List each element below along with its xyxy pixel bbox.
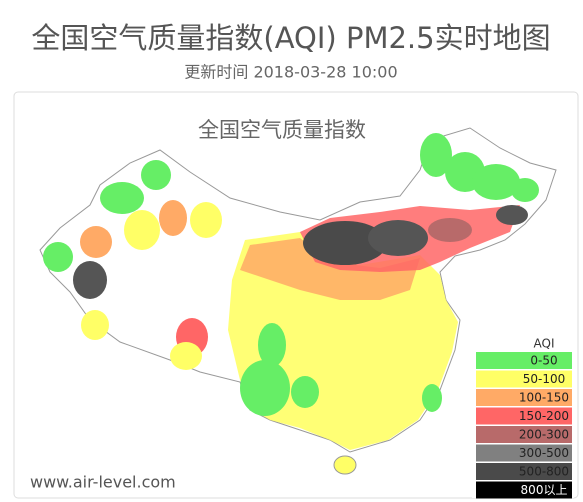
update-time: 更新时间 2018-03-28 10:00	[184, 63, 397, 82]
map	[39, 127, 557, 475]
legend-label: 200-300	[519, 428, 569, 442]
legend-label: 500-800	[519, 465, 569, 479]
legend-label: 0-50	[530, 354, 557, 368]
legend: AQI 0-50 50-100 100-150 150-200 200-300 300-5…	[472, 334, 574, 499]
legend-label: 100-150	[519, 391, 569, 405]
legend-label: 800以上	[521, 483, 568, 497]
legend-swatch	[476, 481, 572, 499]
legend-swatch	[476, 444, 572, 462]
watermark: www.air-level.com	[30, 473, 176, 492]
map-title: 全国空气质量指数	[198, 118, 366, 142]
legend-swatch	[476, 463, 572, 480]
legend-title: AQI	[534, 337, 555, 351]
legend-swatch	[476, 407, 572, 425]
legend-swatch	[476, 389, 572, 406]
legend-label: 150-200	[519, 409, 569, 423]
legend-swatch	[476, 426, 572, 443]
legend-swatch	[476, 352, 572, 369]
page-title: 全国空气质量指数(AQI) PM2.5实时地图	[31, 21, 550, 55]
legend-swatch	[476, 370, 572, 388]
legend-label: 300-500	[519, 446, 569, 460]
legend-label: 50-100	[523, 372, 566, 386]
